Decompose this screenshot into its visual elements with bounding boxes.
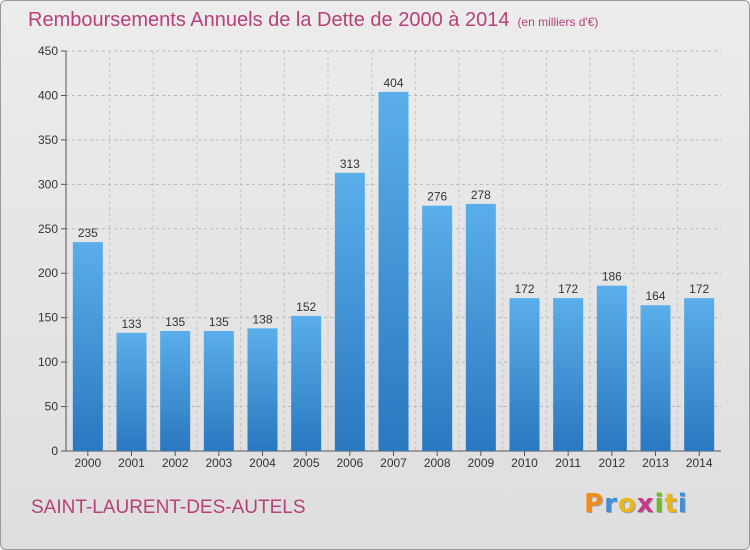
bar-value-label: 404: [383, 76, 403, 90]
chart-subtitle: (en milliers d'€): [517, 15, 599, 29]
y-tick-label: 150: [38, 311, 58, 325]
bar-layer: 235 133 135 135 138 152 313 404 276 278 172 172 186 1…: [72, 76, 715, 451]
logo-letter: t: [664, 489, 678, 519]
bar-value-label: 135: [209, 315, 229, 329]
x-tick-label: 2010: [511, 456, 538, 470]
bar-value-label: 152: [296, 300, 316, 314]
x-tick-label: 2011: [555, 456, 581, 470]
bar-value-label: 313: [340, 157, 360, 171]
commune-name: SAINT-LAURENT-DES-AUTELS: [31, 497, 306, 518]
y-tick-label: 200: [38, 266, 58, 280]
x-tick-label: 2004: [249, 456, 276, 470]
chart-title-text: Remboursements Annuels de la Dette de 20…: [28, 9, 510, 31]
bar-2004: [247, 328, 278, 451]
x-tick-label: 2001: [118, 456, 145, 470]
logo-letter: i: [677, 489, 688, 519]
y-tick-label: 400: [38, 88, 58, 102]
y-tick-label: 50: [45, 400, 59, 414]
bar-2001: [116, 332, 147, 451]
logo-letter: o: [617, 489, 637, 519]
bar-value-label: 133: [121, 317, 141, 331]
bar-value-label: 172: [558, 282, 578, 296]
x-tick-label: 2009: [467, 456, 494, 470]
x-tick-label: 2013: [642, 456, 669, 470]
bar-2005: [291, 315, 322, 451]
x-tick-label: 2014: [686, 456, 713, 470]
bar-2012: [596, 285, 627, 451]
proxiti-logo: Proxiti: [584, 489, 688, 519]
bar-value-label: 276: [427, 190, 447, 204]
bar-2014: [684, 298, 715, 451]
bar-value-label: 172: [689, 282, 709, 296]
bar-value-label: 235: [78, 226, 98, 240]
bar-2013: [640, 305, 671, 451]
x-tick-label: 2000: [74, 456, 101, 470]
bar-2008: [422, 205, 453, 451]
x-tick-label: 2003: [205, 456, 232, 470]
bar-value-label: 278: [471, 188, 491, 202]
y-tick-label: 300: [38, 177, 58, 191]
x-tick-label: 2012: [598, 456, 625, 470]
x-tick-label: 2008: [424, 456, 451, 470]
bar-2003: [203, 331, 234, 451]
x-tick-label: 2005: [293, 456, 320, 470]
logo-letter: x: [636, 489, 655, 519]
y-tick-label: 350: [38, 133, 58, 147]
x-tick-label: 2006: [336, 456, 363, 470]
y-tick-label: 250: [38, 222, 58, 236]
bar-2006: [334, 172, 365, 451]
y-tick-label: 0: [51, 444, 58, 458]
bar-value-label: 135: [165, 315, 185, 329]
bar-2010: [509, 298, 540, 451]
bar-2009: [465, 203, 496, 451]
x-tick-label: 2007: [380, 456, 407, 470]
bar-value-label: 164: [645, 289, 665, 303]
bar-value-label: 138: [252, 312, 272, 326]
y-tick-label: 450: [38, 44, 58, 58]
axis-layer: 0 50 100 150 200 250 300 350 400 450 2000 2001 2002 2…: [38, 44, 721, 470]
logo-letter: P: [584, 489, 605, 519]
logo-letter: i: [654, 489, 665, 519]
y-tick-label: 100: [38, 355, 58, 369]
grid-layer: [66, 50, 721, 451]
bar-2011: [553, 298, 584, 451]
bar-2002: [160, 331, 191, 451]
bar-2000: [72, 242, 103, 451]
bar-value-label: 172: [514, 282, 534, 296]
x-tick-label: 2002: [162, 456, 189, 470]
chart-title: Remboursements Annuels de la Dette de 20…: [28, 9, 598, 32]
bar-2007: [378, 91, 409, 451]
bar-value-label: 186: [602, 270, 622, 284]
logo-letter: r: [604, 489, 618, 519]
